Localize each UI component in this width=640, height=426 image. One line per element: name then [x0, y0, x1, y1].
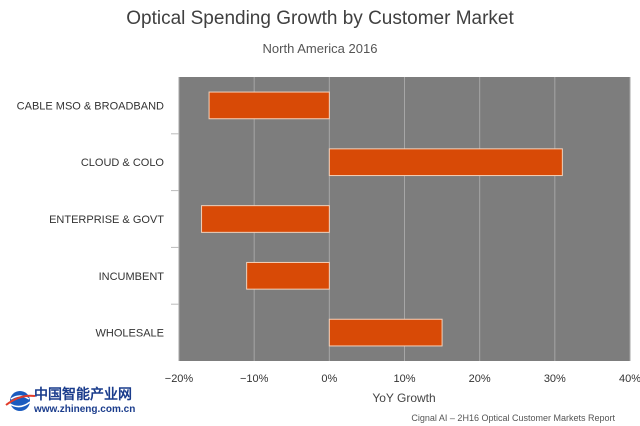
x-tick-label: 30% — [544, 373, 566, 385]
x-tick-labels: −20% −10% 0% 10% 20% 30% 40% — [165, 373, 640, 385]
site-logo: 中国智能产业网 www.zhineng.com.cn — [5, 386, 135, 415]
logo-url: www.zhineng.com.cn — [33, 404, 135, 415]
x-tick-label: 0% — [321, 373, 337, 385]
x-tick-label: −20% — [165, 373, 194, 385]
x-axis-title: YoY Growth — [372, 391, 435, 405]
category-label: WHOLESALE — [96, 328, 164, 340]
bars — [201, 91, 563, 347]
chart-subtitle: North America 2016 — [263, 41, 378, 56]
x-tick-label: −10% — [240, 373, 269, 385]
category-label: CABLE MSO & BROADBAND — [17, 100, 164, 112]
watermark-text: 微信号: ICshare — [508, 389, 614, 406]
category-label: ENTERPRISE & GOVT — [49, 214, 164, 226]
category-label: CLOUD & COLO — [81, 157, 165, 169]
wechat-icon — [482, 388, 506, 406]
bar — [328, 318, 443, 347]
bar — [246, 261, 330, 290]
category-labels: CABLE MSO & BROADBAND CLOUD & COLO ENTERPR… — [17, 100, 179, 340]
bar — [208, 91, 330, 120]
category-label: INCUMBENT — [99, 271, 165, 283]
bar — [328, 148, 563, 177]
x-tick-label: 40% — [619, 373, 640, 385]
source-note: Cignal AI – 2H16 Optical Customer Market… — [411, 413, 615, 423]
x-tick-label: 20% — [469, 373, 491, 385]
bar — [201, 205, 330, 233]
logo-name: 中国智能产业网 — [34, 386, 132, 402]
x-tick-label: 10% — [393, 373, 415, 385]
chart-title: Optical Spending Growth by Customer Mark… — [126, 8, 514, 29]
wechat-watermark: 微信号: ICshare — [482, 388, 614, 406]
globe-icon — [5, 391, 36, 411]
